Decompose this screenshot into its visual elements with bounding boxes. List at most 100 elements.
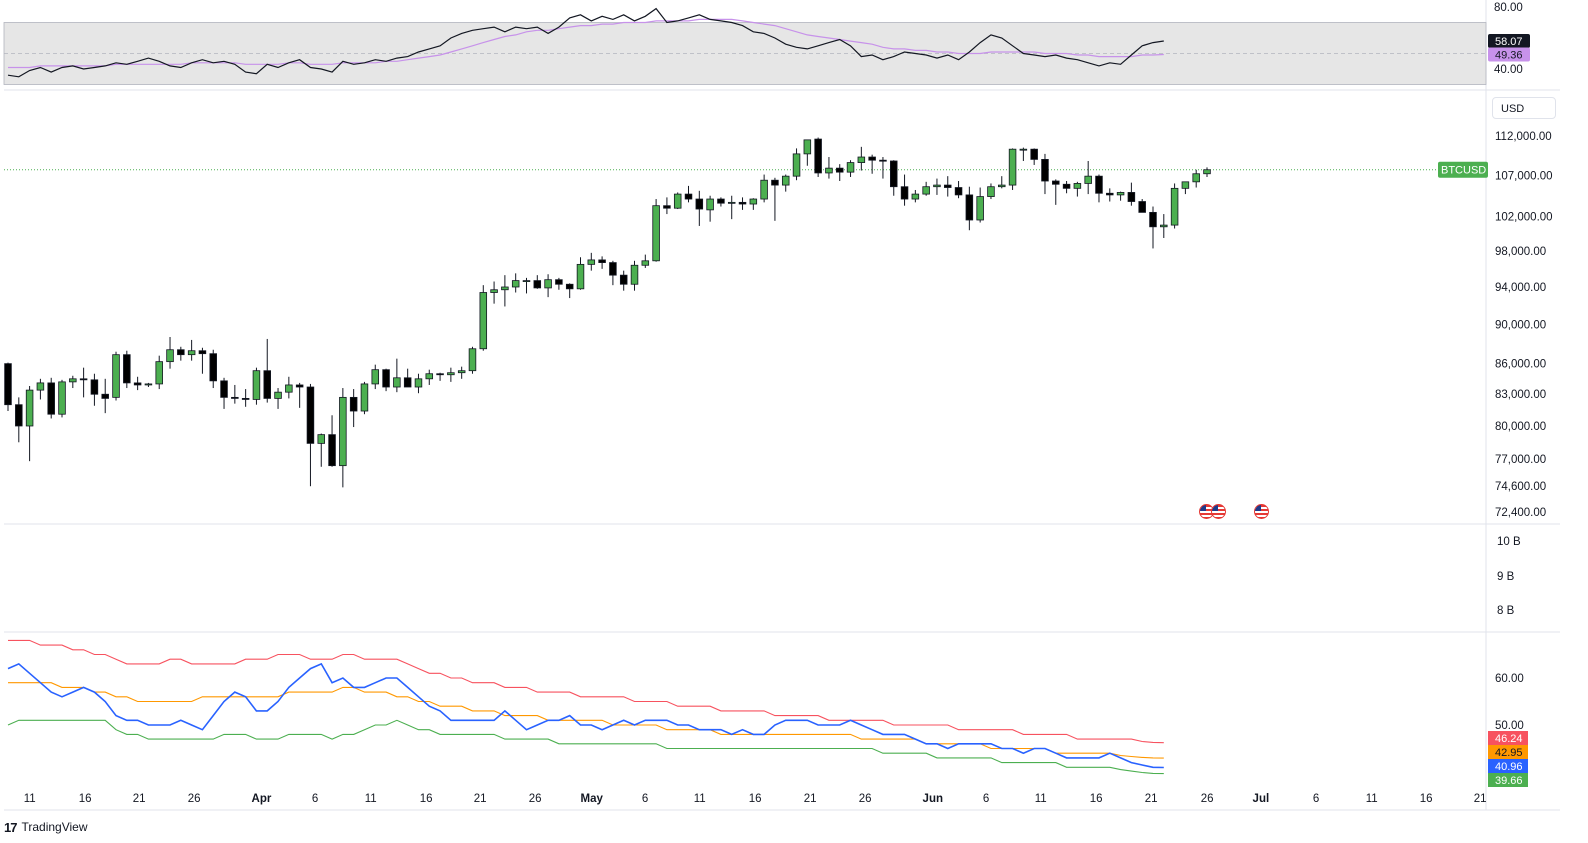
time-axis-label: 26 — [529, 793, 542, 805]
candle-down — [436, 373, 444, 376]
symbol-tag — [1438, 161, 1488, 178]
price-axis-label: 80,000.00 — [1495, 421, 1546, 433]
candle-up — [998, 184, 1006, 188]
candle-down — [684, 193, 693, 200]
candle-down — [231, 396, 239, 399]
candle-down — [349, 396, 358, 412]
time-axis-label: 26 — [188, 793, 201, 805]
brand-label: TradingView — [21, 820, 88, 834]
indicator-line — [7, 662, 1164, 769]
rsi-axis-label: 80.00 — [1494, 2, 1523, 14]
candle-down — [241, 398, 250, 400]
currency-unit-button[interactable]: USD — [1492, 97, 1556, 119]
candle-down — [1052, 180, 1060, 185]
lower-band-tag-text: 39.66 — [1495, 775, 1523, 787]
time-axis-label: 11 — [24, 793, 36, 805]
candle-up — [144, 383, 153, 386]
candle-up — [1192, 173, 1200, 183]
candle-down — [738, 201, 747, 205]
candle-down — [1062, 183, 1071, 189]
candle-up — [587, 259, 596, 265]
time-axis-label: 26 — [1201, 793, 1214, 805]
candle-up — [155, 361, 163, 385]
time-axis-label: 16 — [749, 793, 762, 805]
upper-band-tag — [1488, 731, 1528, 745]
time-axis-label: 21 — [133, 793, 146, 805]
candle-up — [987, 186, 995, 197]
time-axis-label: 11 — [365, 793, 377, 805]
candle-up — [522, 280, 531, 282]
us-flag-icon[interactable] — [1211, 504, 1226, 519]
candle-up — [706, 198, 714, 211]
candle-up — [360, 383, 369, 412]
candle-down — [1106, 192, 1114, 196]
candle-up — [1160, 224, 1168, 228]
time-axis-label: 6 — [312, 793, 318, 805]
candle-down — [15, 404, 23, 427]
candle-up — [922, 186, 930, 195]
price-axis-label: 77,000.00 — [1495, 454, 1546, 466]
volume-axis-label: 8 B — [1497, 605, 1515, 617]
candle-up — [749, 198, 758, 205]
lower-band-tag — [1488, 773, 1528, 787]
candle-up — [803, 139, 812, 155]
price-axis-label: 90,000.00 — [1495, 319, 1546, 331]
candle-up — [166, 349, 174, 363]
candle-up — [1073, 183, 1082, 189]
price-axis-label: 102,000.00 — [1495, 212, 1553, 224]
price-axis-label: 107,000.00 — [1495, 170, 1553, 182]
candle-down — [814, 138, 822, 174]
candle-down — [133, 382, 142, 386]
candle-up — [1116, 192, 1125, 196]
candle-down — [403, 377, 412, 388]
candle-down — [4, 363, 12, 406]
candle-down — [79, 378, 88, 381]
time-axis-label: 11 — [1035, 793, 1047, 805]
us-flag-icon[interactable] — [1254, 504, 1269, 519]
candle-up — [393, 377, 401, 388]
candle-up — [1203, 169, 1211, 175]
price-axis-label: 72,400.00 — [1495, 507, 1546, 519]
rsi-ma-tag-text: 49.36 — [1495, 49, 1523, 61]
candle-up — [252, 370, 261, 400]
time-axis-label: 16 — [1090, 793, 1103, 805]
rsi-value-tag — [1488, 33, 1530, 48]
time-axis-label: 26 — [859, 793, 872, 805]
time-axis-label: 16 — [1420, 793, 1433, 805]
time-axis-label: 6 — [642, 793, 648, 805]
candle-down — [533, 280, 542, 289]
candle-down — [382, 369, 390, 388]
time-axis-label: 11 — [1366, 793, 1378, 805]
candle-up — [274, 391, 282, 399]
candle-up — [69, 378, 77, 383]
time-axis-label: 16 — [420, 793, 433, 805]
indicator-tag-text: 40.96 — [1495, 761, 1523, 773]
candle-up — [673, 193, 682, 209]
candle-up — [479, 292, 488, 350]
candle-up — [447, 372, 455, 376]
candle-up — [1008, 148, 1017, 186]
candle-up — [187, 350, 196, 356]
candle-up — [641, 260, 650, 266]
price-axis-label: 98,000.00 — [1495, 246, 1546, 258]
price-axis-label: 86,000.00 — [1495, 359, 1546, 371]
candle-up — [760, 179, 768, 200]
upper-band-tag-text: 46.24 — [1495, 733, 1523, 745]
candle-down — [835, 167, 844, 173]
candle-up — [1019, 148, 1028, 151]
candle-down — [944, 184, 952, 188]
candle-up — [501, 286, 509, 291]
candle-up — [414, 378, 423, 388]
time-axis-label: Jun — [923, 793, 943, 805]
candle-up — [792, 153, 801, 177]
tradingview-brand[interactable]: 17 TradingView — [4, 818, 88, 836]
candle-down — [965, 194, 974, 221]
lower-axis-label: 60.00 — [1495, 673, 1524, 685]
indicator-tag — [1488, 759, 1528, 773]
candle-down — [306, 386, 315, 444]
time-axis-label: 21 — [804, 793, 817, 805]
candle-down — [609, 262, 617, 276]
volume-axis-label: 10 B — [1497, 536, 1521, 548]
candle-down — [771, 179, 779, 186]
